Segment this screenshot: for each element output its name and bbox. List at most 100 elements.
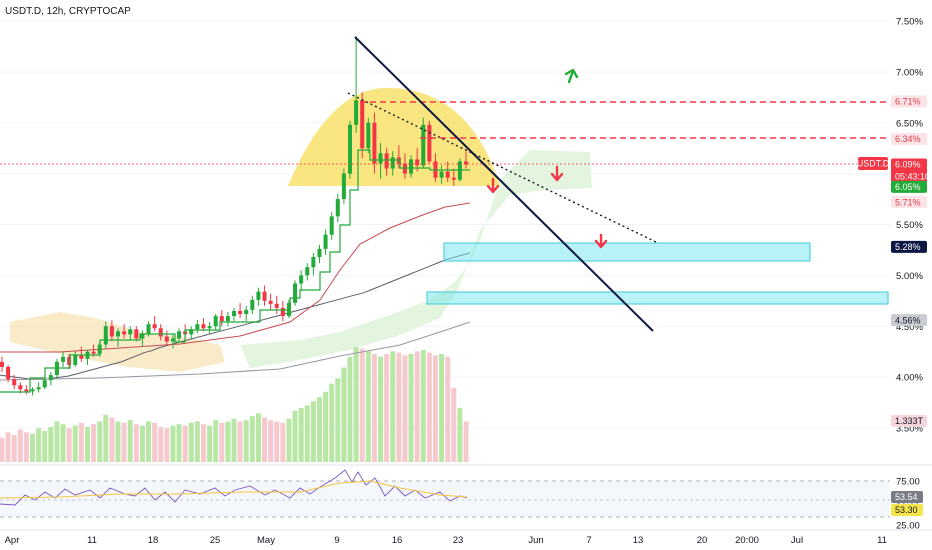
support-zone-upper[interactable]: [443, 242, 811, 262]
down-arrow-icon: [594, 233, 608, 249]
candle: [439, 165, 444, 184]
down-arrow-icon: [550, 165, 564, 182]
volume-bar: [91, 424, 97, 462]
time-tick-label: 25: [210, 535, 221, 546]
svg-text:4.56%: 4.56%: [895, 315, 921, 325]
volume-bar: [365, 351, 371, 462]
volume-bar: [188, 422, 194, 462]
volume-bar: [42, 430, 48, 462]
svg-text:6.34%: 6.34%: [895, 134, 921, 144]
price-tick-label: 5.50%: [896, 220, 923, 231]
volume-bar: [408, 354, 414, 462]
volume-bar: [72, 425, 78, 462]
volume-bar: [219, 422, 225, 462]
volume-bar: [11, 435, 17, 462]
candle: [177, 328, 182, 342]
candle: [109, 320, 114, 342]
candle: [354, 36, 359, 133]
candle: [311, 252, 316, 276]
candle: [219, 309, 224, 327]
candle: [335, 193, 340, 223]
price-axis[interactable]: 7.50%7.00%6.50%6.00%5.50%5.00%4.50%4.00%…: [896, 17, 923, 435]
time-tick-label: 16: [392, 535, 403, 546]
dotted-trendline[interactable]: [347, 92, 659, 244]
volume-bar: [426, 352, 432, 462]
symbol-badge-label: USDT.D: [857, 159, 890, 169]
chart-title: USDT.D, 12h, CRYPTOCAP: [5, 6, 131, 17]
candle: [61, 351, 66, 367]
volume-bar: [396, 352, 402, 462]
time-tick-label: Jul: [791, 535, 803, 546]
volume-bar: [36, 428, 42, 462]
price-tick-label: 7.50%: [896, 17, 923, 28]
candle: [323, 229, 328, 256]
candle: [348, 120, 352, 179]
volume-bar: [103, 414, 109, 462]
price-tick-label: 4.50%: [896, 322, 923, 333]
time-tick-label: 13: [633, 535, 644, 546]
candle: [390, 151, 395, 176]
candle: [36, 382, 41, 393]
volume-bar: [182, 425, 188, 462]
volume-bar: [207, 425, 213, 462]
candle: [103, 321, 108, 349]
price-badge: 4.56%: [891, 314, 927, 327]
volume-bar: [60, 424, 66, 462]
rsi-ma-line: [0, 480, 468, 499]
volume-bar: [286, 418, 292, 462]
price-badge: 5.28%: [891, 240, 927, 253]
candle: [213, 314, 218, 330]
volume-bar: [347, 356, 353, 462]
candle: [122, 324, 127, 339]
volume-bar: [316, 397, 322, 462]
volume-bar: [66, 428, 72, 462]
time-axis[interactable]: Apr 11 18 25 May 9 16 23 Jun 7 13 20 20:00 Jul 11: [5, 535, 887, 546]
volume-bar: [255, 413, 261, 462]
moving-average-dark: [0, 252, 471, 380]
candle: [116, 328, 120, 347]
candle: [341, 168, 346, 205]
rsi-badge: 53.54: [891, 491, 923, 503]
volume-bar: [359, 348, 365, 462]
descending-trendline[interactable]: [354, 36, 654, 332]
time-tick-label: 18: [148, 535, 159, 546]
candle: [409, 155, 414, 178]
volume-bar: [200, 424, 206, 462]
volume-bar: [109, 417, 115, 462]
volume-bar: [237, 421, 243, 462]
volume-bar: [420, 349, 426, 462]
candle: [67, 353, 72, 369]
candle: [152, 316, 157, 332]
symbol-badge: [858, 157, 888, 170]
candle: [445, 161, 450, 182]
support-zone-lower[interactable]: [426, 291, 889, 305]
volume-bar: [133, 424, 139, 462]
candle: [0, 356, 4, 373]
time-tick-label: Jun: [528, 535, 543, 546]
candle: [384, 148, 389, 176]
volume-bar: [139, 425, 145, 462]
price-tick-label: 7.00%: [896, 67, 923, 78]
volume-bar: [414, 351, 420, 462]
rsi-line: [0, 469, 468, 506]
candle: [317, 244, 322, 264]
dome-pattern[interactable]: [288, 87, 500, 186]
candle: [201, 318, 206, 332]
candle: [158, 324, 163, 341]
time-tick-label: 20:00: [735, 535, 759, 546]
volume-bar: [390, 351, 396, 462]
svg-text:53.30: 53.30: [895, 505, 918, 515]
time-tick-label: Apr: [5, 535, 20, 546]
svg-text:1.333T: 1.333T: [895, 416, 924, 426]
time-tick-label: May: [257, 535, 275, 546]
volume-bar: [292, 410, 298, 462]
rsi-badges: 53.54 53.30: [891, 491, 923, 516]
volume-bar: [17, 429, 23, 462]
price-tick-label: 4.00%: [896, 373, 923, 384]
svg-text:6.09%: 6.09%: [895, 160, 921, 170]
svg-text:05:43:10: 05:43:10: [895, 171, 930, 181]
volume-bar: [371, 354, 377, 462]
volume-bar: [402, 355, 408, 462]
volume-bar: [280, 422, 286, 462]
